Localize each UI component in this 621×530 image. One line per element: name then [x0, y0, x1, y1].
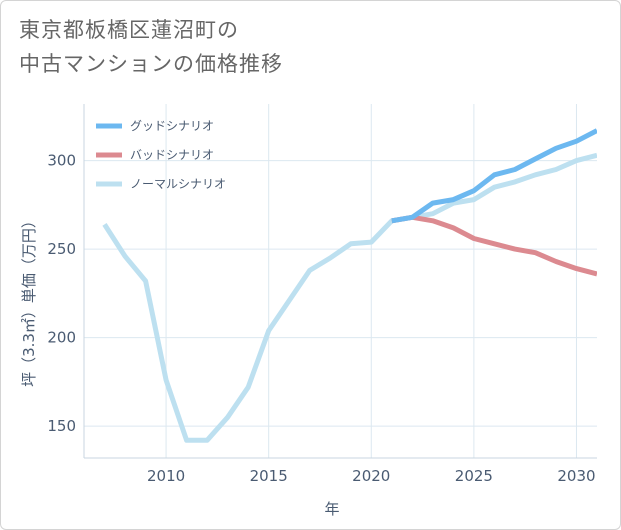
series-line-bad	[391, 214, 597, 277]
y-tick-label: 200	[47, 329, 76, 347]
legend-label-bad: バッドシナリオ	[130, 148, 214, 162]
series-line-normal	[102, 152, 597, 443]
x-tick-label: 2010	[147, 467, 185, 485]
y-tick-label: 300	[47, 152, 76, 170]
x-tick-label: 2025	[455, 467, 493, 485]
y-axis-title: 坪（3.3㎡）単価（万円）	[20, 213, 38, 387]
x-tick-label: 2030	[557, 467, 595, 485]
series-line-good	[391, 128, 597, 224]
x-axis-ticks: 2010 2015 2020 2025 2030	[147, 467, 596, 485]
y-tick-label: 250	[47, 240, 76, 258]
x-tick-label: 2015	[250, 467, 288, 485]
x-tick-label: 2020	[352, 467, 390, 485]
series-lines	[102, 128, 597, 443]
x-axis-title: 年	[324, 500, 339, 518]
legend-label-normal: ノーマルシナリオ	[130, 177, 226, 191]
chart-title-line-1: 東京都板橋区蓮沼町の	[19, 18, 239, 42]
chart-title: 東京都板橋区蓮沼町の 中古マンションの価格推移	[19, 13, 439, 81]
y-axis-ticks: 150 200 250 300	[47, 152, 76, 436]
legend-label-good: グッドシナリオ	[130, 119, 214, 133]
chart-title-line-2: 中古マンションの価格推移	[19, 52, 283, 76]
y-tick-label: 150	[47, 417, 76, 435]
